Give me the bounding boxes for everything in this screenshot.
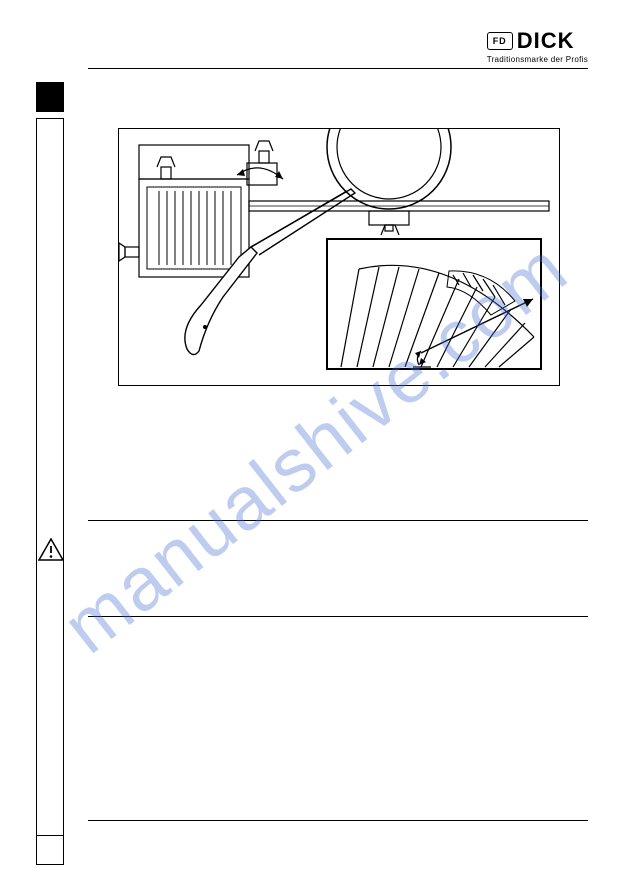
rule-bottom	[88, 820, 588, 821]
section-marker	[36, 82, 64, 112]
rule-top	[88, 68, 588, 69]
brand-logo: FD DICK Traditionsmarke der Profis	[487, 28, 588, 64]
brand-tagline: Traditionsmarke der Profis	[487, 55, 588, 64]
side-column	[36, 118, 64, 865]
warning-triangle-icon	[38, 538, 64, 562]
brand-logo-main: FD DICK	[487, 28, 588, 54]
brand-name: DICK	[517, 28, 575, 54]
rule-mid-2	[88, 616, 588, 617]
figure-svg	[119, 129, 561, 387]
page-number-box	[36, 835, 64, 865]
technical-figure	[118, 128, 560, 386]
brand-logo-icon: FD	[487, 32, 513, 50]
manual-page: FD DICK Traditionsmarke der Profis	[0, 0, 630, 893]
rule-mid-1	[88, 520, 588, 521]
